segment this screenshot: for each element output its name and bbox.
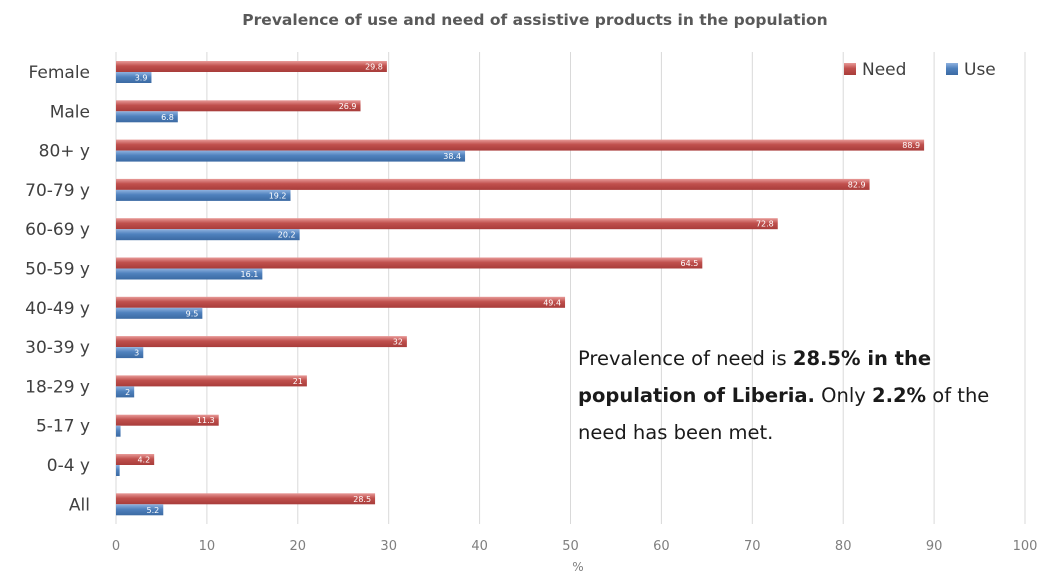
x-axis-label: % <box>572 560 583 574</box>
data-label: 3 <box>134 349 139 358</box>
x-tick-label: 20 <box>290 539 307 554</box>
x-tick-label: 60 <box>653 539 670 554</box>
bar-use <box>116 386 135 398</box>
data-label: 4.2 <box>137 456 150 465</box>
category-label: 60-69 y <box>25 220 90 240</box>
category-label: Male <box>50 102 90 122</box>
data-label: 38.4 <box>443 152 461 161</box>
data-label: 49.4 <box>543 298 561 307</box>
bar-use <box>116 347 144 359</box>
bars: 29.8 3.9 26.9 6.8 88.9 38.4 82.9 19.2 72.8 20.2 64… <box>116 61 925 516</box>
data-label: 88.9 <box>902 141 920 150</box>
category-label: All <box>69 495 90 515</box>
data-label: 19.2 <box>269 191 287 200</box>
category-label: Female <box>29 63 90 83</box>
category-label: 80+ y <box>39 142 90 162</box>
bar-use <box>116 72 152 83</box>
bar-use <box>116 307 203 319</box>
annotation-text-3: of the need has been met. <box>578 384 990 444</box>
category-label: 30-39 y <box>25 338 90 358</box>
annotation-bold-2: 2.2% <box>872 384 927 407</box>
category-label: 5-17 y <box>36 417 90 437</box>
x-tick-label: 100 <box>1013 539 1038 554</box>
bar-use <box>116 111 178 123</box>
bar-need <box>116 61 387 72</box>
x-tick-label: 0 <box>112 539 120 554</box>
data-label: 64.5 <box>680 259 698 268</box>
bar-use <box>116 425 121 437</box>
data-label: 26.9 <box>339 102 357 111</box>
x-tick-label: 10 <box>199 539 216 554</box>
data-label: 2 <box>125 388 130 397</box>
category-label: 50-59 y <box>25 260 90 280</box>
legend-label: Use <box>964 60 996 80</box>
data-label: 28.5 <box>353 495 371 504</box>
legend-swatch <box>946 63 958 75</box>
data-label: 5.2 <box>147 506 160 515</box>
bar-need <box>116 257 703 269</box>
annotation: Prevalence of need is 28.5% in the popul… <box>578 340 1028 451</box>
bar-use <box>116 189 291 201</box>
data-label: 11.3 <box>197 416 215 425</box>
bar-use <box>116 229 300 241</box>
data-label: 72.8 <box>756 220 774 229</box>
legend-swatch <box>844 63 856 75</box>
x-tick-label: 40 <box>471 539 488 554</box>
bar-need <box>116 100 361 112</box>
bar-need <box>116 139 925 151</box>
x-tick-label: 50 <box>562 539 579 554</box>
x-tick-label: 90 <box>926 539 943 554</box>
chart-title: Prevalence of use and need of assistive … <box>242 11 827 29</box>
data-label: 21 <box>293 377 303 386</box>
legend: Need Use <box>844 60 996 80</box>
grid <box>115 52 1026 524</box>
x-tick-labels: 0 10 20 30 40 50 60 70 80 90 100 <box>112 539 1038 554</box>
data-label: 20.2 <box>278 231 296 240</box>
category-label: 18-29 y <box>25 377 90 397</box>
data-label: 3.9 <box>135 74 148 83</box>
data-label: 29.8 <box>365 63 383 72</box>
bar-need <box>116 493 376 505</box>
bar-need <box>116 375 307 387</box>
x-tick-label: 30 <box>380 539 397 554</box>
annotation-text-1: Prevalence of need is <box>578 347 793 370</box>
category-label: 70-79 y <box>25 181 90 201</box>
data-label: 82.9 <box>848 180 866 189</box>
bar-need <box>116 414 219 426</box>
x-tick-label: 80 <box>835 539 852 554</box>
data-label: 16.1 <box>241 270 259 279</box>
data-label: 9.5 <box>186 309 199 318</box>
category-label: 0-4 y <box>47 456 90 476</box>
bar-use <box>116 268 263 280</box>
bar-need <box>116 178 870 190</box>
bar-need <box>116 454 155 465</box>
x-tick-label: 70 <box>744 539 761 554</box>
annotation-text-2: Only <box>814 384 873 407</box>
bar-use <box>116 150 466 162</box>
category-labels: Female Male 80+ y 70-79 y 60-69 y 50-59 y 40-4… <box>25 63 90 515</box>
bar-need <box>116 336 407 348</box>
data-label: 6.8 <box>161 113 174 122</box>
bar-use <box>116 504 164 516</box>
data-label: 32 <box>393 338 403 347</box>
bar-need <box>116 296 566 308</box>
bar-need <box>116 218 778 230</box>
bar-use <box>116 465 120 476</box>
category-label: 40-49 y <box>25 299 90 319</box>
annotation-bold-1: 28.5% in the population of Liberia. <box>578 347 932 407</box>
legend-label: Need <box>862 60 906 80</box>
